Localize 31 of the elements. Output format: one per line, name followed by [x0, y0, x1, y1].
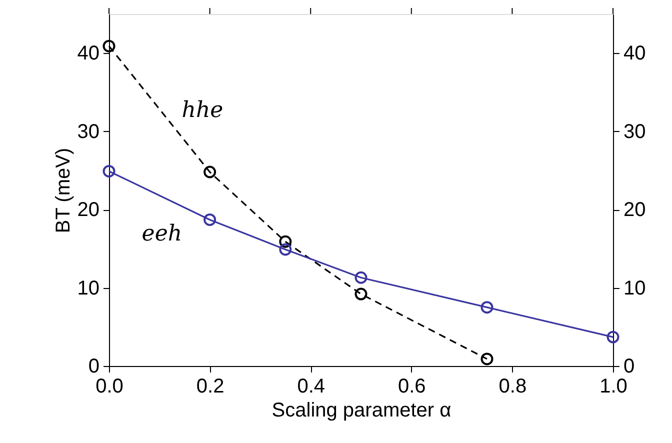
y2-tick-label: 40: [624, 42, 646, 65]
point: [606, 330, 620, 344]
y-axis-title: BT (meV): [52, 148, 74, 234]
x-tick-label: 0.2: [196, 376, 224, 398]
x-tick-label: 0.6: [398, 376, 426, 398]
y-tick-label: 40: [77, 42, 100, 65]
y-tick-label: 20: [77, 199, 100, 222]
x-tick-label: 0.4: [297, 376, 326, 398]
x-tick-label: 0.8: [498, 376, 527, 398]
point: [102, 40, 116, 52]
point: [480, 301, 494, 314]
y2-tick-label: 20: [624, 199, 646, 222]
x-tick-label: 1.0: [600, 376, 628, 398]
point: [354, 288, 368, 300]
y-tick-label: 30: [77, 120, 100, 143]
series-label: hhe: [182, 98, 224, 124]
point: [279, 243, 292, 256]
point: [102, 164, 116, 178]
series-label: eeh: [142, 222, 182, 247]
y2-tick-label: 10: [624, 277, 646, 300]
x-axis-title: Scaling parameter α: [272, 400, 452, 422]
x-tick-label: 0.0: [96, 376, 124, 398]
y2-tick-label: 0: [624, 356, 635, 378]
point: [279, 235, 292, 248]
y2-tick-label: 30: [624, 120, 646, 143]
y-tick-label: 0: [88, 356, 100, 378]
point: [204, 213, 216, 226]
y-tick-label: 10: [77, 277, 100, 300]
point: [480, 352, 494, 366]
point: [204, 166, 216, 178]
point: [354, 271, 368, 284]
